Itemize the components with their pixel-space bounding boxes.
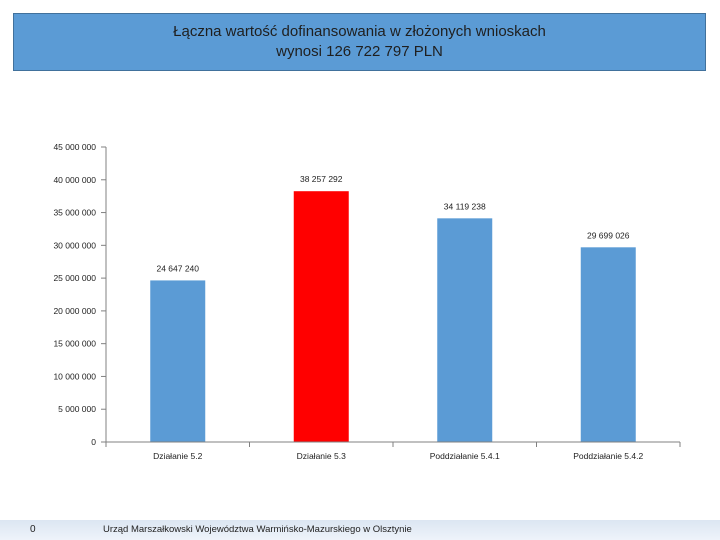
x-category-label: Działanie 5.2 [153,451,202,461]
x-category-label: Poddziałanie 5.4.1 [430,451,500,461]
x-category-label: Działanie 5.3 [297,451,346,461]
chart-title-line-2: wynosi 126 722 797 PLN [276,43,443,60]
bar-value-label: 34 119 238 [444,201,486,211]
y-tick-label: 40 000 000 [53,175,96,185]
bar-4 [580,247,636,442]
chart-title-line-1: Łączna wartość dofinansowania w złożonyc… [173,23,546,40]
y-tick-label: 10 000 000 [53,371,96,381]
y-tick-label: 35 000 000 [53,208,96,218]
bar-2 [293,191,349,442]
y-tick-label: 0 [91,437,96,447]
bar-chart: 0 5 000 000 10 000 000 15 000 000 20 000 000… [53,142,681,461]
bar-value-label: 24 647 240 [156,263,199,273]
y-tick-label: 20 000 000 [53,306,96,316]
bar-value-label: 38 257 292 [300,174,343,184]
y-tick-label: 5 000 000 [58,404,96,414]
y-tick-label: 30 000 000 [53,240,96,250]
footer-text: Urząd Marszałkowski Województwa Warmińsk… [103,524,412,535]
bar-value-label: 29 699 026 [587,230,630,240]
x-axis: Działanie 5.2 Działanie 5.3 Poddziałanie 5… [105,441,681,461]
y-tick-label: 25 000 000 [53,273,96,283]
y-tick-label: 15 000 000 [53,339,96,349]
bar-3 [437,218,493,442]
y-axis: 0 5 000 000 10 000 000 15 000 000 20 000 000… [53,142,107,447]
slide-footer: 0 Urząd Marszałkowski Województwa Warmiń… [0,520,720,540]
bar-1 [150,280,206,442]
x-category-label: Poddziałanie 5.4.2 [573,451,643,461]
bars: 24 647 240 38 257 292 34 119 238 29 699 026 [150,174,636,442]
page-number: 0 [30,524,36,535]
y-tick-label: 45 000 000 [53,142,96,152]
chart-title-box: Łączna wartość dofinansowania w złożonyc… [13,13,706,71]
